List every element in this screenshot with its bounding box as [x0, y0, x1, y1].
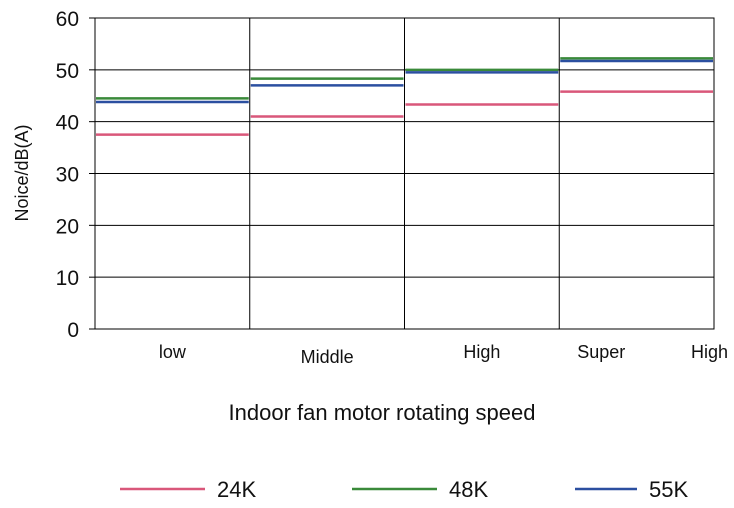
grid — [95, 18, 714, 329]
y-tick-label: 20 — [56, 215, 79, 238]
y-tick-label: 0 — [67, 319, 79, 342]
y-axis-ticks: 0 10 20 30 40 50 60 — [56, 8, 95, 342]
y-tick-label: 10 — [56, 267, 79, 290]
legend-item-55K: 55K — [575, 477, 688, 502]
x-category-label: Middle — [301, 347, 354, 367]
legend-label: 55K — [649, 477, 688, 502]
y-axis-title: Noice/dB(A) — [12, 124, 32, 221]
series-55K — [96, 59, 713, 104]
x-axis-title: Indoor fan motor rotating speed — [229, 400, 536, 425]
legend-item-24K: 24K — [120, 477, 256, 502]
y-tick-label: 60 — [56, 8, 79, 31]
y-tick-label: 40 — [56, 112, 79, 135]
x-category-label-part: Super — [577, 342, 625, 362]
legend-item-48K: 48K — [352, 477, 488, 502]
series-24K — [96, 90, 713, 136]
x-category-label: High — [463, 342, 500, 362]
x-axis-categories: low Middle High Super High — [159, 342, 728, 367]
series-48K — [96, 57, 713, 100]
y-tick-label: 30 — [56, 164, 79, 187]
y-tick-label: 50 — [56, 60, 79, 83]
series-lines — [96, 57, 713, 136]
x-category-label-part: High — [691, 342, 728, 362]
x-category-label: low — [159, 342, 187, 362]
x-category-label: Super High — [577, 342, 728, 362]
legend-label: 48K — [449, 477, 488, 502]
legend-label: 24K — [217, 477, 256, 502]
legend: 24K 48K 55K — [120, 477, 688, 502]
